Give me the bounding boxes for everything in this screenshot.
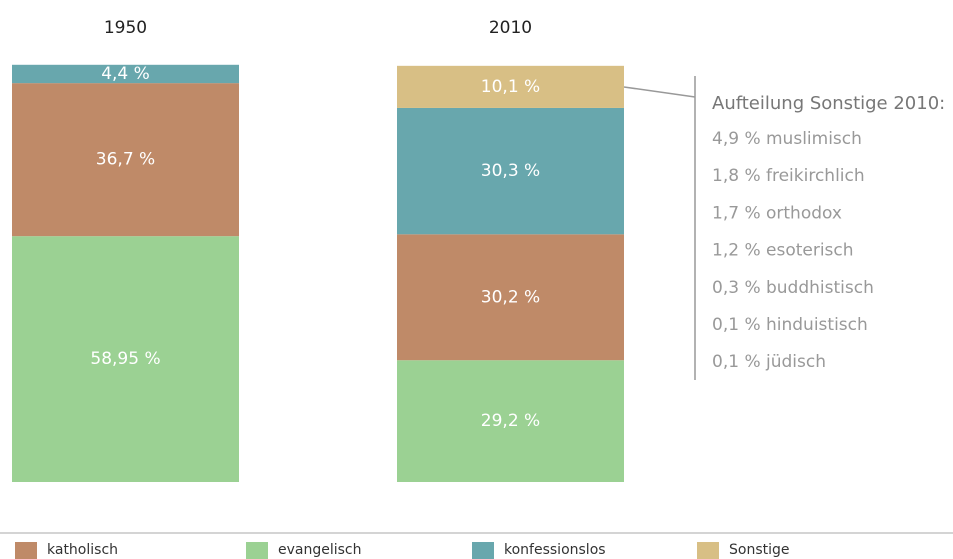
legend-swatch [472,542,494,559]
legend-swatch [15,542,37,559]
annotation-title: Aufteilung Sonstige 2010: [712,93,945,114]
data-label: 10,1 % [481,77,540,97]
bar-segment [397,360,624,482]
data-label: 30,2 % [481,287,540,307]
data-label: 58,95 % [90,349,160,369]
category-label: 2010 [489,18,532,38]
bar-segment [397,65,624,108]
data-label: 4,4 % [101,64,150,84]
legend-label: konfessionslos [504,542,606,558]
legend-label: Sonstige [729,542,790,558]
annotation-item: 1,8 % freikirchlich [712,166,865,186]
annotation-item: 0,1 % hinduistisch [712,315,868,335]
legend-swatch [697,542,719,559]
data-label: 29,2 % [481,411,540,431]
bar-segment [397,234,624,361]
annotation-item: 1,2 % esoterisch [712,241,854,261]
annotation-item: 0,1 % jüdisch [712,352,826,372]
legend-label: katholisch [47,542,118,558]
data-label: 30,3 % [481,161,540,181]
annotation-connector [623,86,696,98]
legend-label: evangelisch [278,542,362,558]
annotation-item: 1,7 % orthodox [712,203,842,223]
legend-swatch [246,542,268,559]
bar-segment [12,64,239,84]
annotation-item: 4,9 % muslimisch [712,129,862,149]
category-label: 1950 [104,18,147,38]
bar-segment [12,236,239,482]
annotation-item: 0,3 % buddhistisch [712,278,874,298]
bar-segment [397,107,624,235]
data-label: 36,7 % [96,150,155,170]
bar-segment [12,83,239,237]
